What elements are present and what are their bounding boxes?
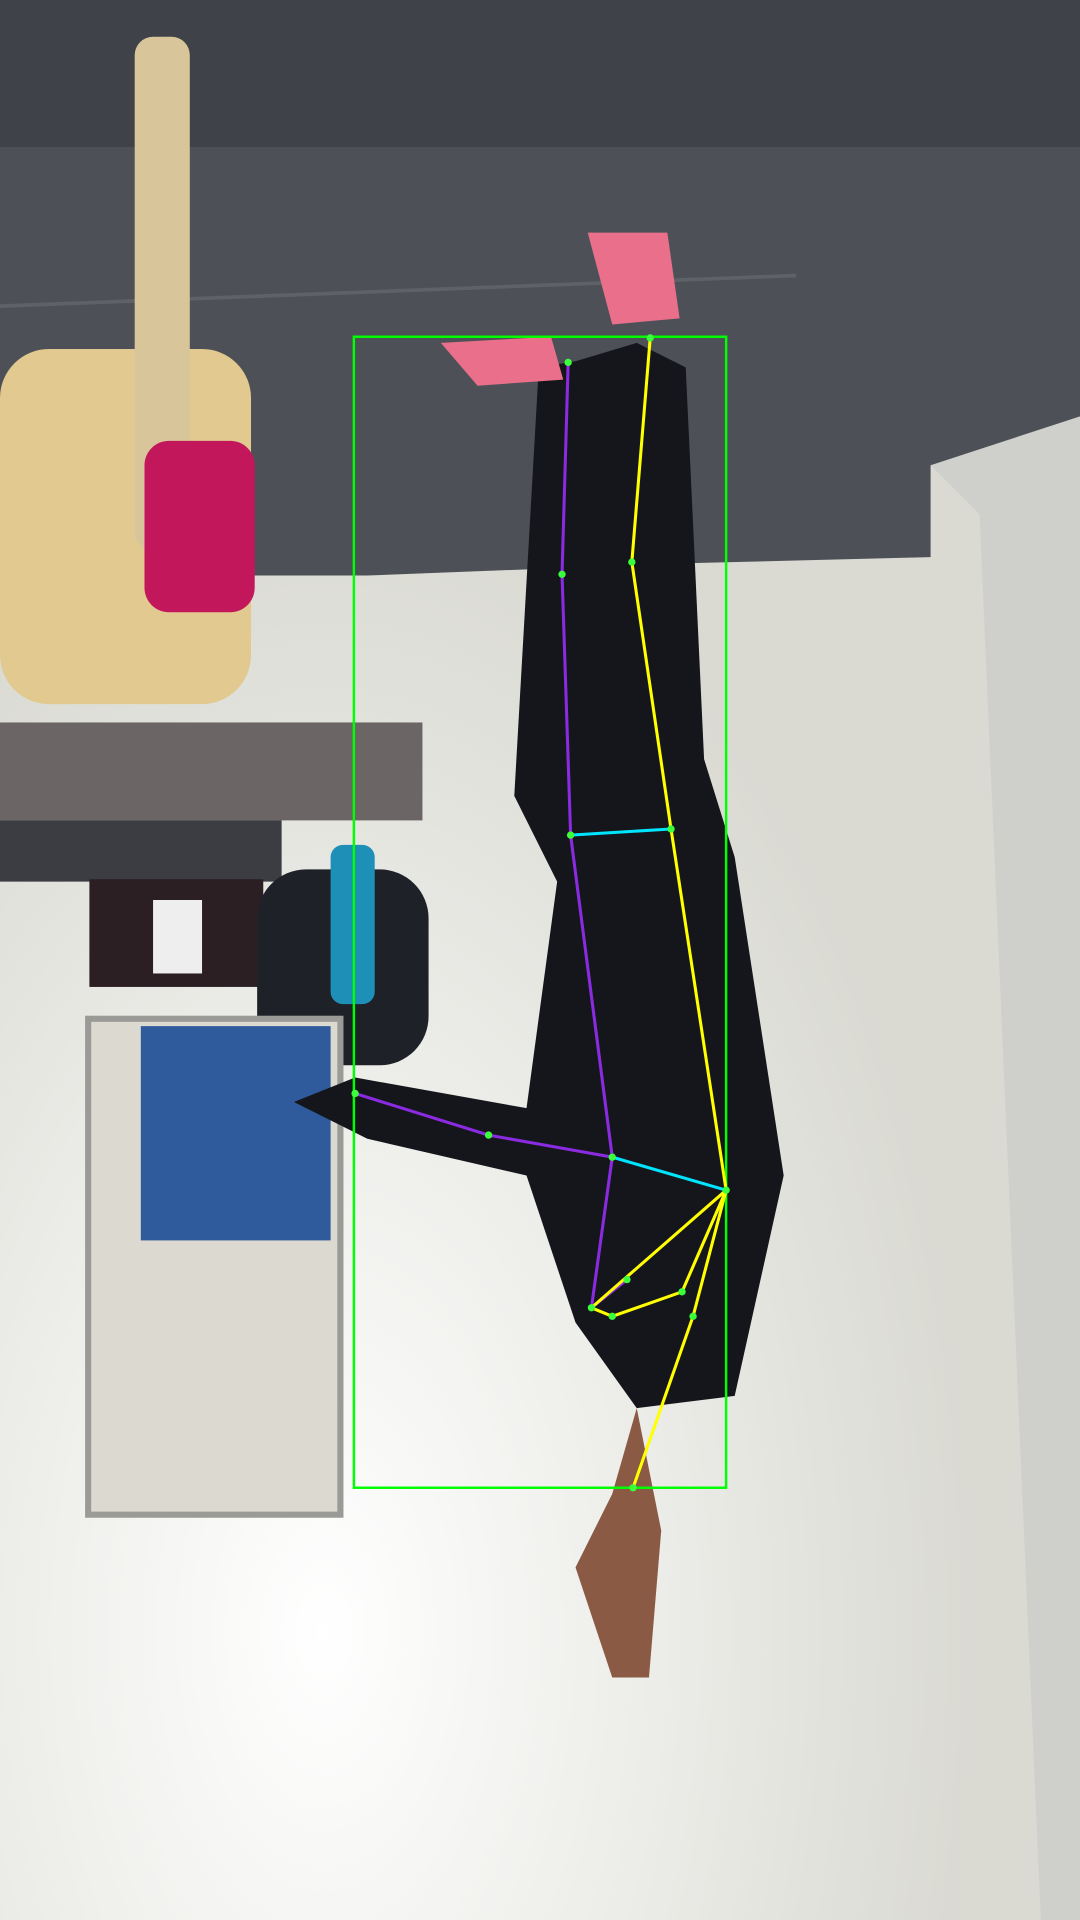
chair-leg <box>134 36 190 552</box>
person <box>293 342 784 1409</box>
keyboard <box>0 820 282 882</box>
bag <box>144 440 255 613</box>
keypoints <box>351 334 730 1492</box>
skeleton-shoulders <box>611 1155 727 1192</box>
sandal <box>587 232 680 325</box>
monitor-screen <box>153 900 203 974</box>
sandal <box>440 336 564 386</box>
skeleton-right <box>630 337 728 1489</box>
wall-edge <box>930 416 1080 1920</box>
skeleton-hips <box>570 827 672 837</box>
bounding-box <box>352 335 728 1489</box>
table-cloth <box>0 722 423 821</box>
blue-door <box>140 1026 331 1241</box>
hand <box>575 1408 662 1678</box>
